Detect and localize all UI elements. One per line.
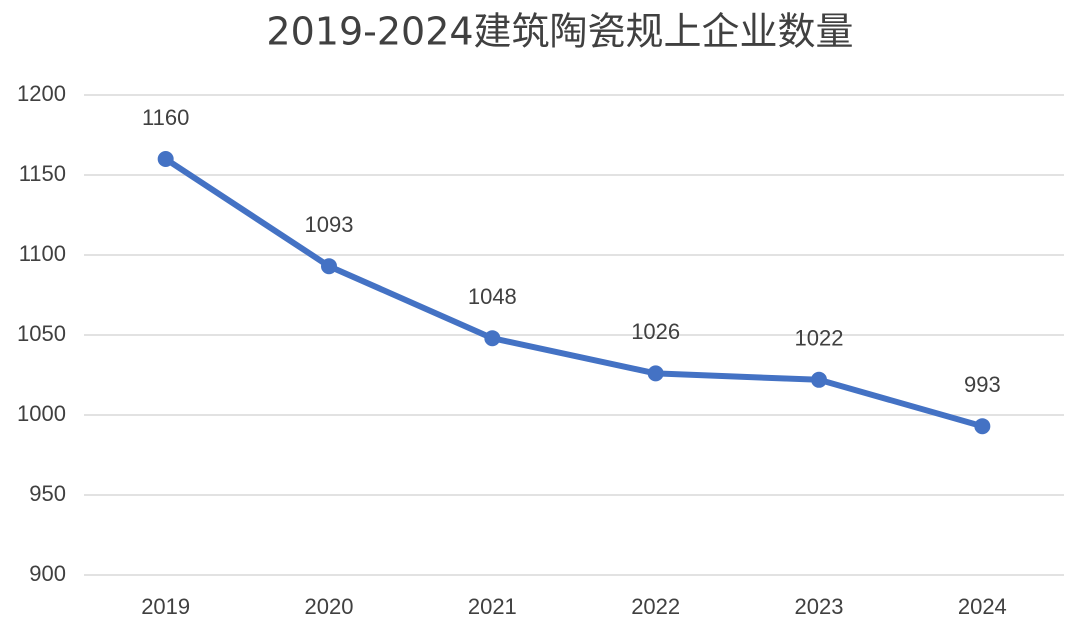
y-tick-label: 900 bbox=[29, 561, 66, 586]
marker bbox=[647, 365, 664, 382]
chart-title: 2019-2024建筑陶瓷规上企业数量 bbox=[266, 10, 853, 54]
y-tick-label: 1000 bbox=[17, 401, 66, 426]
y-tick-label: 1200 bbox=[17, 81, 66, 106]
x-tick-label: 2024 bbox=[958, 594, 1007, 619]
y-tick-label: 950 bbox=[29, 481, 66, 506]
data-label: 1048 bbox=[468, 284, 517, 309]
data-label: 993 bbox=[964, 372, 1001, 397]
y-tick-label: 1100 bbox=[19, 241, 66, 266]
y-tick-label: 1150 bbox=[19, 161, 66, 186]
x-tick-label: 2022 bbox=[631, 594, 680, 619]
x-tick-label: 2019 bbox=[141, 594, 190, 619]
x-tick-label: 2021 bbox=[468, 594, 517, 619]
marker bbox=[974, 418, 991, 435]
data-label: 1022 bbox=[795, 326, 844, 351]
data-label: 1160 bbox=[142, 105, 189, 130]
line bbox=[164, 156, 984, 430]
y-tick-label: 1050 bbox=[17, 321, 66, 346]
marker bbox=[157, 151, 174, 167]
x-tick-label: 2023 bbox=[795, 594, 844, 619]
marker bbox=[811, 371, 827, 388]
data-label: 1093 bbox=[305, 212, 354, 237]
marker bbox=[321, 258, 337, 275]
x-tick-label: 2020 bbox=[305, 594, 354, 619]
marker bbox=[484, 330, 501, 347]
data-label: 1026 bbox=[631, 319, 680, 344]
